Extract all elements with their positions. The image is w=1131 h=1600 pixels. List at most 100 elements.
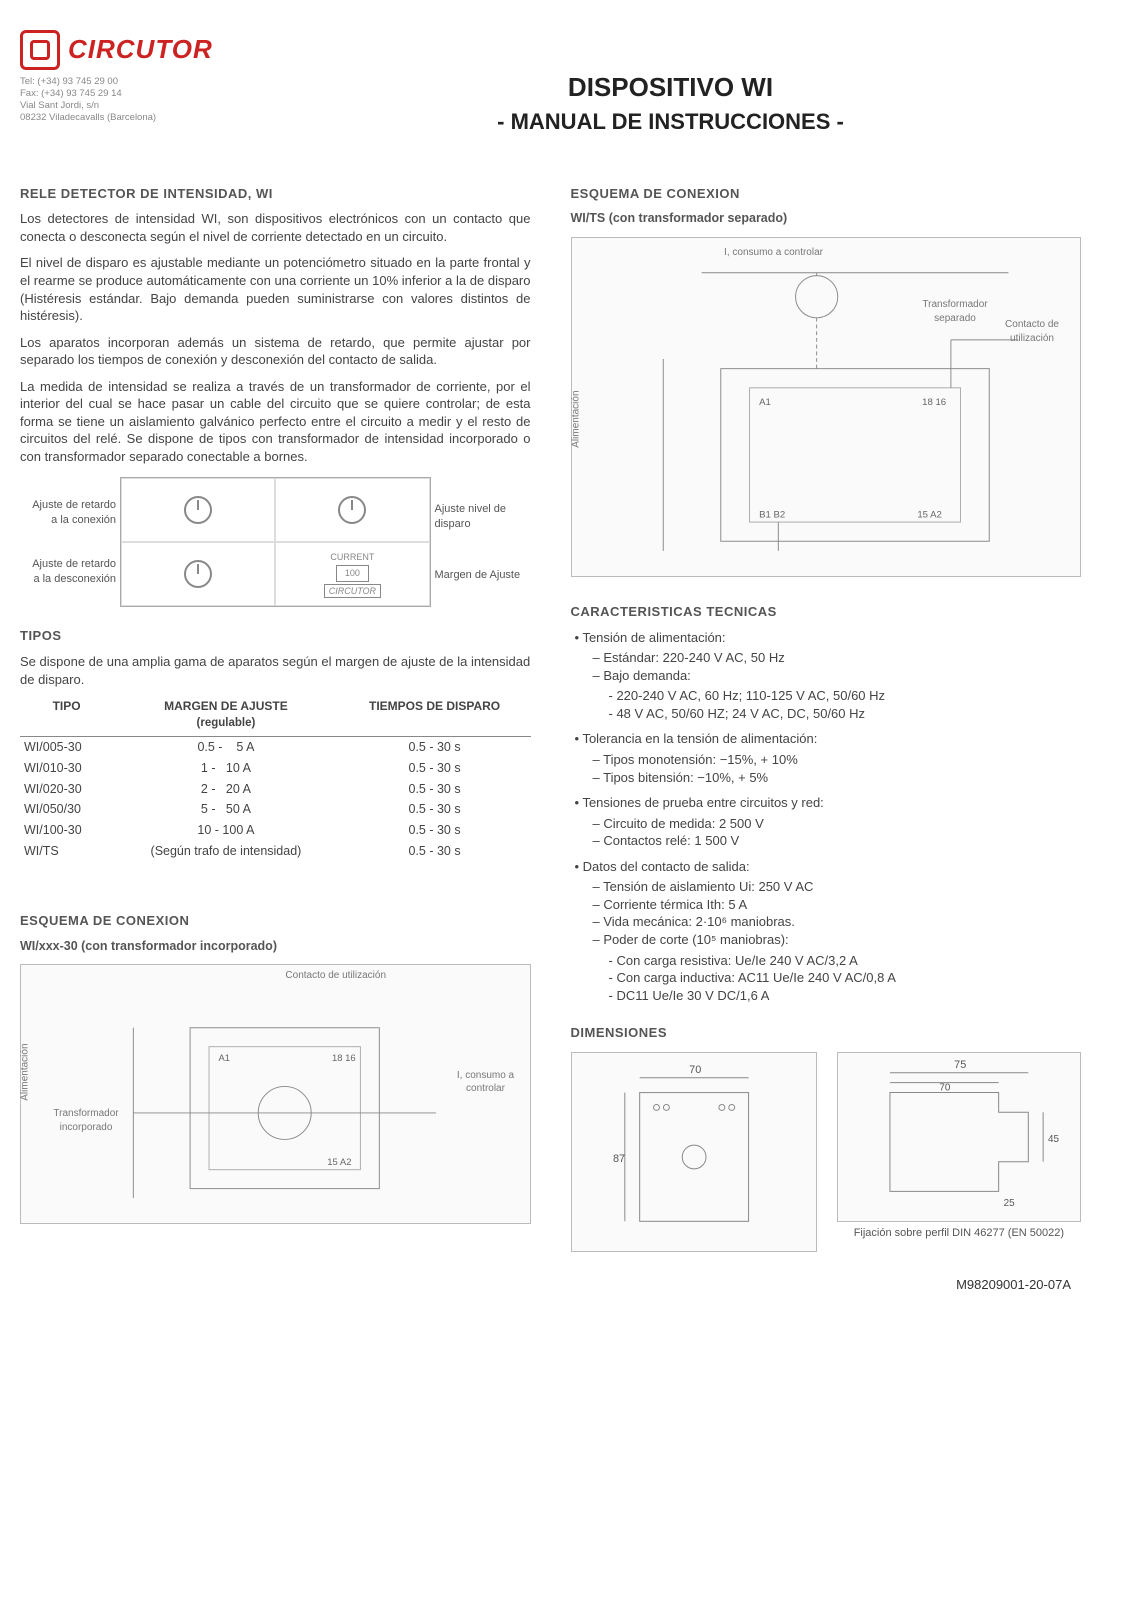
spec-item: Bajo demanda:220-240 V AC, 60 Hz; 110-12… [593, 667, 1082, 723]
rele-heading: RELE DETECTOR DE INTENSIDAD, WI [20, 185, 531, 203]
esquema2-sub: WI/TS (con transformador separado) [571, 210, 1082, 227]
table-row: WI/005-300.5 - 5 A0.5 - 30 s [20, 736, 531, 757]
spec-item: Con carga inductiva: AC11 Ue/Ie 240 V AC… [609, 969, 1082, 987]
cell-margen: 0.5 - 5 A [113, 736, 338, 757]
rele-p3: Los aparatos incorporan además un sistem… [20, 334, 531, 369]
esquema1-sub: WI/xxx-30 (con transformador incorporado… [20, 938, 531, 955]
brand-name: CIRCUTOR [68, 32, 213, 67]
cell-tiempo: 0.5 - 30 s [339, 736, 531, 757]
rele-p2: El nivel de disparo es ajustable mediant… [20, 254, 531, 324]
dim-caption: Fijación sobre perfil DIN 46277 (EN 5002… [837, 1226, 1081, 1241]
cell-margen: 5 - 50 A [113, 799, 338, 820]
contact-fax: Fax: (+34) 93 745 29 14 [20, 88, 260, 100]
knob-label-r1: Ajuste nivel de disparo [435, 502, 527, 532]
contact-addr2: 08232 Viladecavalls (Barcelona) [20, 112, 260, 124]
page-header: CIRCUTOR Tel: (+34) 93 745 29 00 Fax: (+… [20, 30, 1081, 137]
cell-tiempo: 0.5 - 30 s [339, 779, 531, 800]
tipos-heading: TIPOS [20, 627, 531, 645]
wiring-diagram-1: Contacto de utilización I, consumo a con… [20, 964, 531, 1224]
dim-heading: DIMENSIONES [571, 1024, 1082, 1042]
left-column: RELE DETECTOR DE INTENSIDAD, WI Los dete… [20, 167, 531, 1252]
specs-list: Tensión de alimentación:Estándar: 220-24… [571, 629, 1082, 1004]
th-tiempo: TIEMPOS DE DISPARO [339, 694, 531, 716]
tipos-intro: Se dispone de una amplia gama de aparato… [20, 653, 531, 688]
svg-text:15 A2: 15 A2 [917, 509, 942, 520]
spec-item: 220-240 V AC, 60 Hz; 110-125 V AC, 50/60… [609, 687, 1082, 705]
cell-tiempo: 0.5 - 30 s [339, 841, 531, 862]
svg-text:B1 B2: B1 B2 [759, 509, 785, 520]
spec-item: Tipos bitensión: −10%, + 5% [593, 769, 1082, 787]
spec-item: Contactos relé: 1 500 V [593, 832, 1082, 850]
rele-p4: La medida de intensidad se realiza a tra… [20, 378, 531, 466]
cell-tipo: WI/010-30 [20, 758, 113, 779]
cell-tipo: WI/TS [20, 841, 113, 862]
contact-info: Tel: (+34) 93 745 29 00 Fax: (+34) 93 74… [20, 76, 260, 124]
svg-text:18 16: 18 16 [332, 1053, 356, 1064]
esq2-aliment: Alimentación [569, 390, 583, 447]
wiring-diagram-2: I, consumo a controlar Transformador sep… [571, 237, 1082, 577]
contact-tel: Tel: (+34) 93 745 29 00 [20, 76, 260, 88]
contact-addr1: Vial Sant Jordi, s/n [20, 100, 260, 112]
th-margen: MARGEN DE AJUSTE [113, 694, 338, 716]
cell-margen: 10 - 100 A [113, 820, 338, 841]
dim-side-d: 25 [1003, 1198, 1014, 1209]
title-line2: - MANUAL DE INSTRUCCIONES - [260, 107, 1081, 137]
rele-p1: Los detectores de intensidad WI, son dis… [20, 210, 531, 245]
spec-item: Poder de corte (10⁵ maniobras):Con carga… [593, 931, 1082, 1004]
knob-icon [184, 496, 212, 524]
esquema1-heading: ESQUEMA DE CONEXION [20, 912, 531, 930]
tipos-table: TIPO MARGEN DE AJUSTE TIEMPOS DE DISPARO… [20, 694, 531, 862]
svg-text:18 16: 18 16 [922, 397, 946, 408]
th-margen-sub: (regulable) [113, 716, 338, 736]
cell-tipo: WI/050/30 [20, 799, 113, 820]
spec-item: Vida mecánica: 2·10⁶ maniobras. [593, 913, 1082, 931]
logo-block: CIRCUTOR Tel: (+34) 93 745 29 00 Fax: (+… [20, 30, 260, 124]
right-column: ESQUEMA DE CONEXION WI/TS (con transform… [571, 167, 1082, 1252]
table-row: WI/020-302 - 20 A0.5 - 30 s [20, 779, 531, 800]
dim-side-svg: 75 70 45 25 [838, 1053, 1080, 1221]
wiring2-svg: A1 18 16 B1 B2 15 A2 [578, 244, 1075, 570]
cell-margen: 2 - 20 A [113, 779, 338, 800]
document-code: M98209001-20-07A [20, 1276, 1081, 1294]
logo-icon [20, 30, 60, 70]
brand-small: CIRCUTOR [324, 584, 381, 598]
knob-icon [184, 560, 212, 588]
dim-side-h: 45 [1048, 1134, 1059, 1145]
spec-item: Circuito de medida: 2 500 V [593, 815, 1082, 833]
spec-item: Estándar: 220-240 V AC, 50 Hz [593, 649, 1082, 667]
range-label: CURRENT [330, 551, 374, 563]
cell-tipo: WI/005-30 [20, 736, 113, 757]
knob-icon [338, 496, 366, 524]
cell-tipo: WI/100-30 [20, 820, 113, 841]
rele-body: Los detectores de intensidad WI, son dis… [20, 210, 531, 465]
spec-item: Tipos monotensión: −15%, + 10% [593, 751, 1082, 769]
esq1-consumo: I, consumo a controlar [446, 1069, 526, 1096]
spec-item: DC11 Ue/Ie 30 V DC/1,6 A [609, 987, 1082, 1005]
dim-w: 70 [689, 1063, 701, 1075]
spec-item: Corriente térmica Ith: 5 A [593, 896, 1082, 914]
cell-tiempo: 0.5 - 30 s [339, 758, 531, 779]
spec-item: 48 V AC, 50/60 HZ; 24 V AC, DC, 50/60 Hz [609, 705, 1082, 723]
brand-logo: CIRCUTOR [20, 30, 260, 70]
spec-item: Con carga resistiva: Ue/Ie 240 V AC/3,2 … [609, 952, 1082, 970]
dim-front-svg: 70 87 [572, 1053, 816, 1251]
esq1-contacto: Contacto de utilización [285, 969, 386, 983]
spec-item: Tolerancia en la tensión de alimentación… [575, 730, 1082, 786]
svg-text:A1: A1 [759, 397, 771, 408]
dimensions-diagram: 70 87 75 70 45 25 [571, 1052, 1082, 1252]
svg-text:A1: A1 [218, 1053, 230, 1064]
esq1-aliment: Alimentación [18, 1044, 32, 1101]
table-row: WI/050/305 - 50 A0.5 - 30 s [20, 799, 531, 820]
esq2-consumo: I, consumo a controlar [724, 246, 823, 260]
table-row: WI/010-301 - 10 A0.5 - 30 s [20, 758, 531, 779]
cell-tiempo: 0.5 - 30 s [339, 799, 531, 820]
carac-heading: CARACTERISTICAS TECNICAS [571, 603, 1082, 621]
table-row: WI/TS(Según trafo de intensidad)0.5 - 30… [20, 841, 531, 862]
title-line1: DISPOSITIVO WI [260, 70, 1081, 105]
cell-margen: 1 - 10 A [113, 758, 338, 779]
knob-label-l1: Ajuste de retardo a la conexión [24, 498, 116, 528]
table-row: WI/100-3010 - 100 A0.5 - 30 s [20, 820, 531, 841]
svg-text:15 A2: 15 A2 [327, 1157, 351, 1168]
spec-item: Tensiones de prueba entre circuitos y re… [575, 794, 1082, 850]
dim-side-w: 75 [954, 1059, 966, 1071]
